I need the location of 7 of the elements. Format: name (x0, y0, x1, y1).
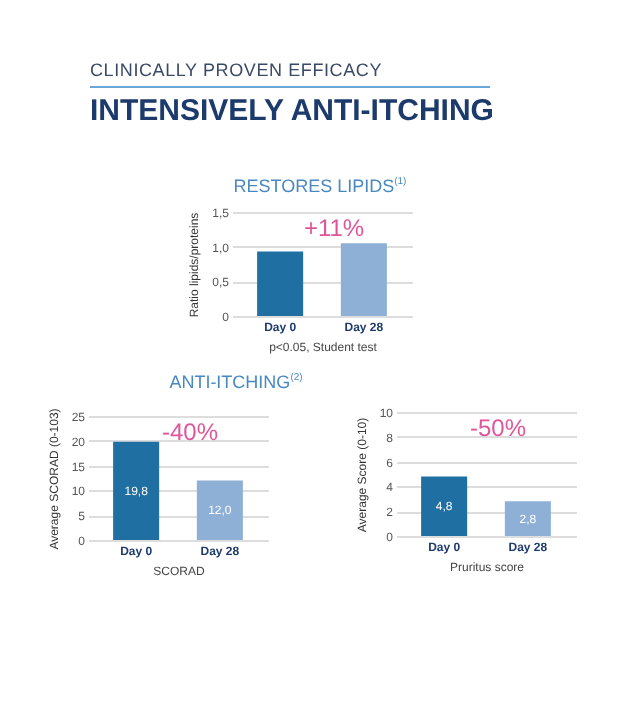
annotation: -40% (161, 418, 219, 446)
annotation: +11% (303, 214, 365, 242)
text: CLINICALLY PROVEN EFFICACY (90, 60, 490, 88)
text: INTENSIVELY ANTI-ITCHING (90, 94, 494, 128)
chart-title: ANTI-ITCHING$^{(2)}$ (167, 372, 305, 392)
chart-title: RESTORES LIPIDS$^{(1)}$ (231, 176, 409, 196)
annotation: -50% (469, 414, 527, 442)
